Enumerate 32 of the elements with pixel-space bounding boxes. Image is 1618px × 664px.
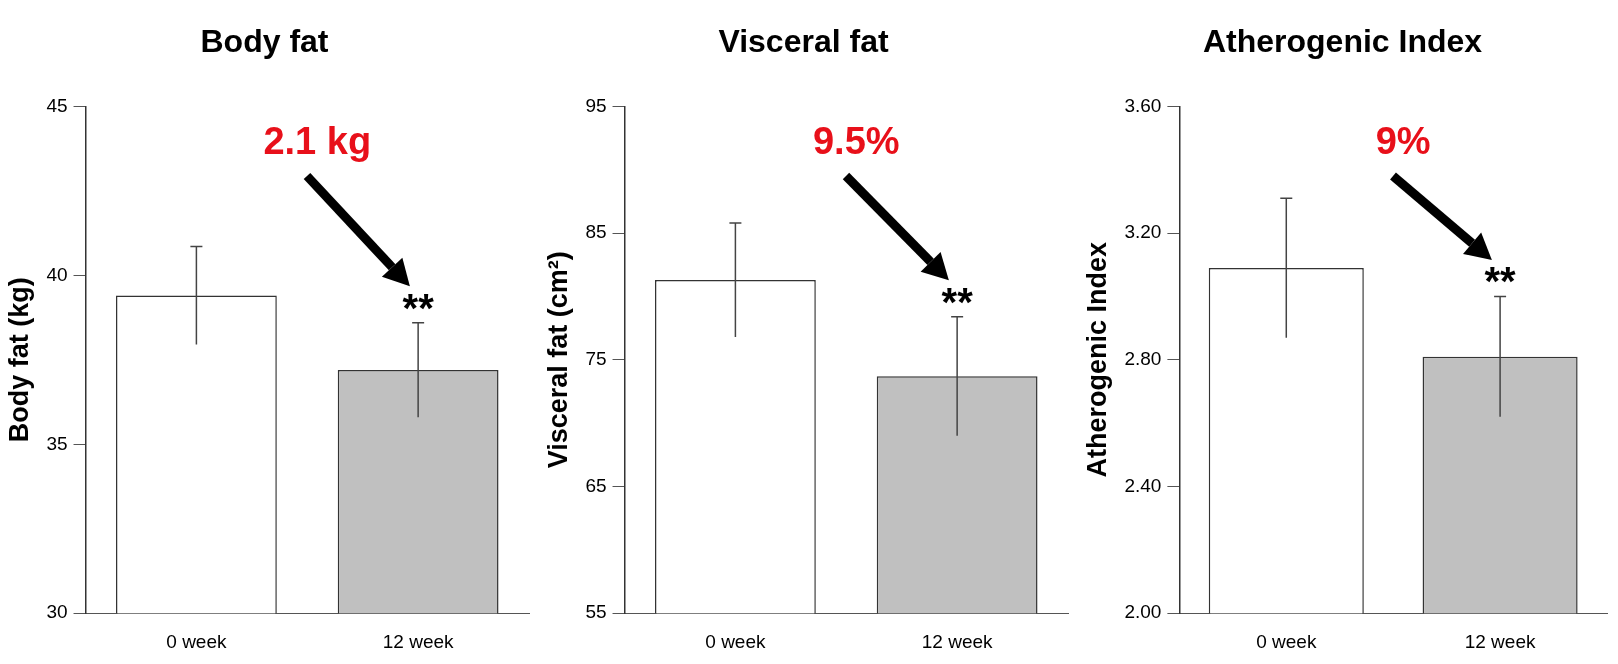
annotation: 9.5% [812, 120, 900, 163]
y-tick-label: 2.00 [1124, 601, 1162, 623]
y-tick-label: 40 [46, 263, 68, 285]
annotation: ** [1484, 259, 1517, 304]
annotation: ** [941, 279, 974, 324]
y-tick-label: 3.20 [1124, 221, 1162, 243]
x-tick-label: 0 week [166, 630, 227, 652]
x-tick-label: 0 week [1256, 630, 1317, 652]
y-tick-label: 2.80 [1124, 348, 1162, 370]
x-tick-label: 0 week [705, 630, 766, 652]
chart-title: Atherogenic Index [1202, 23, 1483, 60]
x-tick-label: 12 week [382, 630, 455, 652]
y-tick-label: 75 [585, 348, 607, 370]
y-tick-label: 85 [585, 221, 607, 243]
y-tick-label: 30 [46, 601, 68, 623]
y-tick-label: 2.40 [1124, 474, 1162, 496]
x-tick-label: 12 week [1464, 630, 1536, 652]
y-axis-title: Atherogenic Index [1081, 242, 1112, 478]
y-tick-label: 35 [46, 432, 68, 454]
y-tick-label: 95 [585, 94, 607, 116]
annotation: 9% [1375, 120, 1431, 163]
y-tick-label: 45 [46, 94, 68, 116]
x-tick-label: 12 week [921, 630, 994, 652]
y-tick-label: 3.60 [1124, 94, 1162, 116]
chart-title: Visceral fat [718, 23, 889, 60]
y-tick-label: 65 [585, 474, 607, 496]
annotation: ** [402, 285, 435, 330]
y-tick-label: 55 [585, 601, 607, 623]
annotation: 2.1 kg [263, 120, 372, 163]
y-axis-title: Visceral fat (cm²) [542, 251, 573, 469]
y-axis-title: Body fat (kg) [3, 277, 34, 443]
chart-title: Body fat [200, 23, 329, 60]
